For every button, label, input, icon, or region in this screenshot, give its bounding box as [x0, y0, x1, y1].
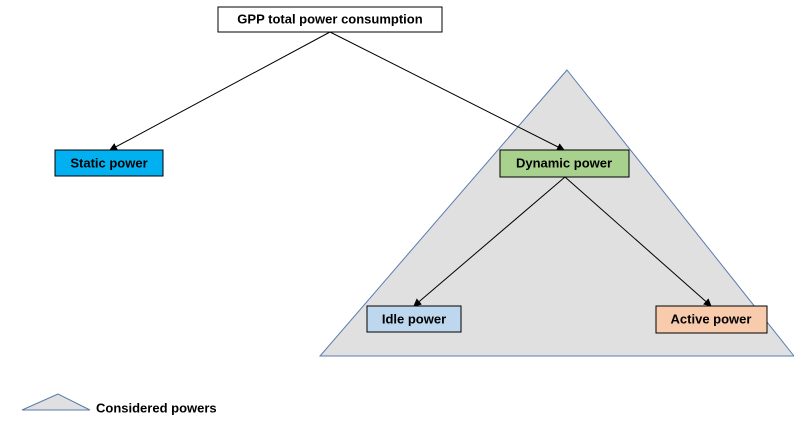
- node-label: Idle power: [382, 311, 446, 326]
- legend-swatch: [21, 393, 91, 411]
- node-box: [655, 305, 768, 334]
- node-label: Static power: [70, 155, 147, 170]
- node-label: GPP total power consumption: [237, 11, 422, 26]
- edge: [564, 176, 712, 307]
- node-label: Dynamic power: [516, 155, 612, 170]
- edge: [109, 31, 331, 151]
- node-box: [217, 6, 443, 33]
- edge: [329, 31, 565, 151]
- node-box: [499, 149, 630, 178]
- legend-label: Considered powers: [96, 400, 217, 415]
- edge: [413, 176, 566, 307]
- node-box: [366, 305, 462, 333]
- node-label: Active power: [671, 311, 752, 326]
- node-box: [54, 149, 164, 177]
